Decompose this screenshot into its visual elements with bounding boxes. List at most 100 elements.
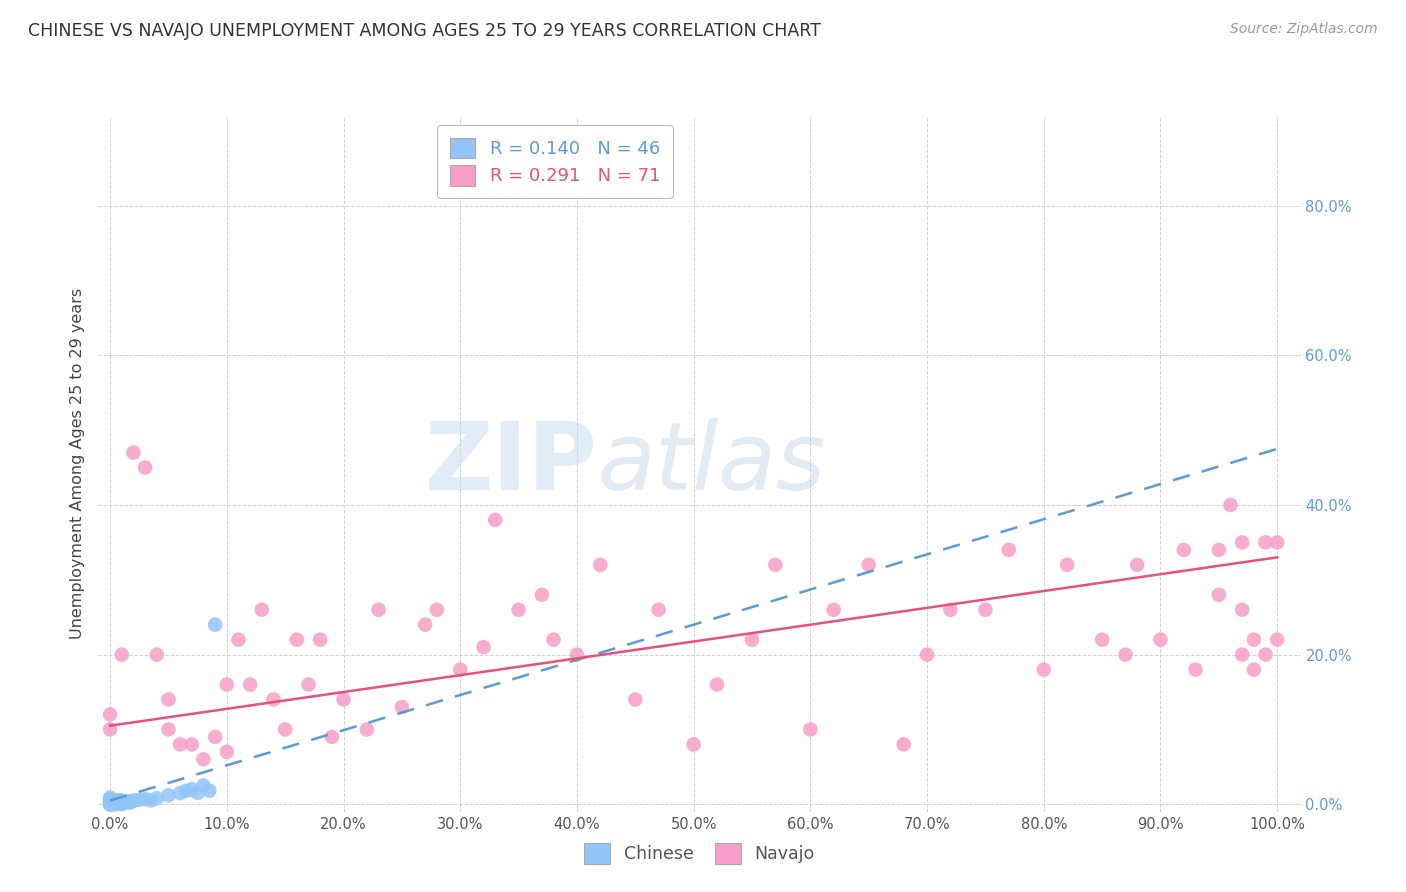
Point — [157, 692, 180, 706]
Point — [484, 513, 506, 527]
Point — [530, 588, 553, 602]
Point — [104, 794, 127, 808]
Point — [1149, 632, 1171, 647]
Point — [120, 795, 142, 809]
Point — [799, 723, 821, 737]
Point — [974, 603, 997, 617]
Point — [915, 648, 938, 662]
Point — [101, 796, 124, 810]
Point — [111, 648, 134, 662]
Point — [104, 796, 127, 810]
Point — [146, 648, 169, 662]
Point — [193, 752, 215, 766]
Text: Source: ZipAtlas.com: Source: ZipAtlas.com — [1230, 22, 1378, 37]
Point — [250, 603, 273, 617]
Point — [204, 617, 226, 632]
Point — [1230, 648, 1253, 662]
Point — [682, 738, 704, 752]
Point — [1114, 648, 1136, 662]
Point — [169, 786, 191, 800]
Point — [543, 632, 565, 647]
Point — [997, 542, 1019, 557]
Point — [449, 663, 471, 677]
Point — [98, 707, 121, 722]
Point — [228, 632, 250, 647]
Point — [858, 558, 880, 572]
Point — [1243, 663, 1265, 677]
Point — [741, 632, 763, 647]
Point — [1265, 632, 1288, 647]
Point — [426, 603, 449, 617]
Point — [105, 796, 128, 810]
Point — [1208, 588, 1230, 602]
Point — [1173, 542, 1195, 557]
Point — [297, 677, 319, 691]
Point — [180, 782, 202, 797]
Point — [193, 779, 215, 793]
Point — [1254, 535, 1277, 549]
Point — [215, 745, 238, 759]
Point — [1254, 648, 1277, 662]
Point — [98, 792, 121, 806]
Point — [391, 700, 413, 714]
Y-axis label: Unemployment Among Ages 25 to 29 years: Unemployment Among Ages 25 to 29 years — [69, 288, 84, 640]
Point — [309, 632, 332, 647]
Point — [111, 793, 134, 807]
Point — [108, 796, 131, 810]
Point — [139, 793, 162, 807]
Point — [98, 797, 121, 812]
Point — [98, 797, 121, 812]
Point — [1184, 663, 1206, 677]
Point — [215, 677, 238, 691]
Point — [1126, 558, 1149, 572]
Point — [180, 738, 202, 752]
Point — [104, 797, 127, 812]
Point — [1208, 542, 1230, 557]
Point — [104, 797, 127, 812]
Point — [285, 632, 308, 647]
Point — [1230, 535, 1253, 549]
Point — [823, 603, 845, 617]
Point — [204, 730, 226, 744]
Point — [134, 460, 156, 475]
Text: CHINESE VS NAVAJO UNEMPLOYMENT AMONG AGES 25 TO 29 YEARS CORRELATION CHART: CHINESE VS NAVAJO UNEMPLOYMENT AMONG AGE… — [28, 22, 821, 40]
Point — [98, 797, 121, 812]
Point — [1243, 632, 1265, 647]
Point — [1219, 498, 1241, 512]
Point — [98, 796, 121, 810]
Legend: Chinese, Navajo: Chinese, Navajo — [575, 834, 824, 872]
Point — [122, 793, 145, 807]
Point — [624, 692, 647, 706]
Point — [169, 738, 191, 752]
Point — [103, 795, 125, 809]
Point — [174, 784, 197, 798]
Point — [274, 723, 297, 737]
Point — [332, 692, 354, 706]
Point — [239, 677, 262, 691]
Point — [589, 558, 612, 572]
Point — [101, 797, 124, 812]
Point — [98, 790, 121, 805]
Point — [107, 797, 129, 811]
Point — [104, 793, 127, 807]
Text: ZIP: ZIP — [425, 417, 598, 510]
Point — [111, 797, 134, 812]
Point — [111, 796, 134, 810]
Point — [157, 789, 180, 803]
Point — [134, 792, 156, 806]
Point — [101, 794, 124, 808]
Point — [413, 617, 436, 632]
Point — [472, 640, 495, 654]
Point — [1230, 603, 1253, 617]
Point — [108, 793, 131, 807]
Point — [103, 797, 125, 811]
Point — [263, 692, 285, 706]
Point — [117, 794, 139, 808]
Text: atlas: atlas — [598, 418, 825, 509]
Point — [1056, 558, 1078, 572]
Point — [98, 793, 121, 807]
Point — [198, 784, 221, 798]
Point — [104, 796, 127, 810]
Point — [157, 723, 180, 737]
Point — [122, 445, 145, 459]
